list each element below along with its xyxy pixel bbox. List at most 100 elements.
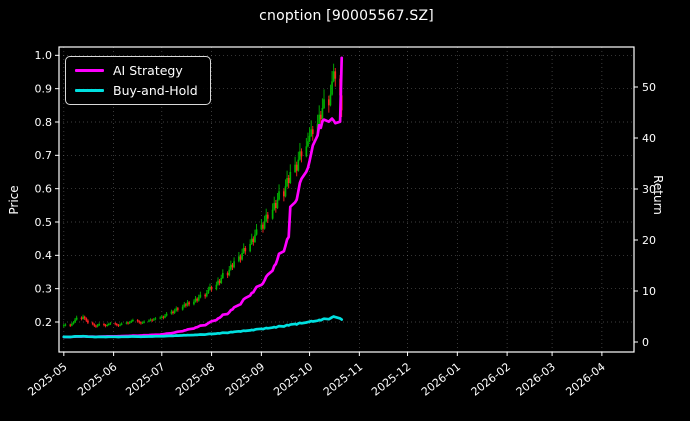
candle-body: [220, 278, 223, 283]
candle-body: [185, 304, 187, 306]
x-tick-label: 2026-03: [514, 360, 558, 399]
candle-body: [127, 322, 129, 324]
candle-body: [210, 287, 213, 290]
candle-body: [196, 298, 198, 301]
candle-body: [262, 224, 264, 229]
candle-body: [218, 280, 221, 283]
candle-body: [194, 298, 197, 302]
candle-body: [197, 297, 200, 301]
x-tick-label: 2026-01: [419, 360, 463, 399]
candle-body: [152, 319, 155, 321]
candle-body: [250, 238, 253, 244]
candle-body: [140, 322, 142, 324]
candle-body: [254, 234, 256, 242]
candle-body: [104, 325, 107, 326]
candle-body: [284, 186, 287, 197]
candle-body: [199, 294, 202, 298]
candle-body: [106, 325, 109, 326]
candle-body: [287, 178, 290, 183]
legend-item-buy-and-hold: Buy-and-Hold: [75, 84, 198, 97]
candle-body: [83, 316, 86, 319]
candle-body: [244, 248, 247, 252]
candle-body: [283, 191, 285, 197]
candle-body: [228, 269, 231, 276]
candle-body: [154, 318, 157, 320]
y-tick-label-left: 0.5: [35, 216, 53, 229]
y-tick-label-left: 0.9: [35, 82, 53, 95]
candle-body: [238, 256, 240, 262]
y-tick-label-left: 0.4: [35, 249, 53, 262]
candle-body: [96, 325, 99, 327]
candle-body: [207, 289, 210, 293]
candle-body: [103, 324, 105, 325]
x-tick-label: 2025-10: [271, 360, 315, 399]
candle-body: [294, 164, 296, 172]
candle-body: [327, 99, 330, 106]
plot-border: [58, 46, 635, 353]
x-tick-label: 2025-07: [123, 360, 167, 399]
x-tick-label: 2026-02: [469, 360, 513, 399]
ai-strategy-line-swatch: [75, 68, 104, 73]
y-tick-label-left: 0.7: [35, 149, 53, 162]
candle-body: [175, 308, 178, 311]
candle-body: [297, 159, 300, 171]
candle-body: [305, 146, 308, 157]
candle-body: [82, 316, 84, 319]
candle-body: [231, 264, 234, 268]
candle-body: [173, 310, 176, 313]
candle-body: [215, 284, 218, 290]
candle-body: [319, 114, 322, 120]
candle-body: [164, 315, 166, 318]
candle-body: [107, 324, 110, 325]
candle-body: [148, 320, 150, 322]
candle-body: [151, 319, 154, 321]
candle-body: [69, 324, 72, 326]
legend-item-ai-strategy: AI Strategy: [75, 64, 198, 77]
candle-body: [300, 151, 303, 157]
x-tick-label: 2025-05: [25, 360, 69, 399]
candle-body: [183, 304, 186, 307]
candle-body: [265, 214, 268, 222]
candle-body: [252, 238, 255, 242]
y-tick-label-right: 50: [642, 81, 656, 94]
candle-body: [334, 71, 337, 79]
candle-body: [128, 322, 131, 324]
candle-body: [193, 301, 195, 305]
candle-body: [85, 318, 88, 321]
candle-body: [170, 311, 173, 314]
candle-body: [242, 248, 245, 253]
candle-body: [204, 294, 207, 297]
y-tick-label-left: 0.6: [35, 182, 53, 195]
candle-body: [310, 129, 313, 136]
candle-body: [109, 323, 112, 325]
candle-body: [159, 317, 162, 319]
candle-body: [62, 325, 65, 327]
candle-body: [114, 323, 117, 325]
x-tick-label: 2025-11: [321, 360, 365, 399]
candle-body: [91, 322, 94, 325]
x-tick-label: 2025-09: [223, 360, 267, 399]
candle-body: [70, 324, 73, 326]
candle-body: [241, 253, 243, 260]
candle-body: [329, 94, 332, 106]
candle-body: [321, 108, 324, 120]
candle-body: [93, 324, 96, 326]
y-tick-label-left: 0.8: [35, 116, 53, 129]
candle-body: [160, 316, 163, 318]
legend: AI Strategy Buy-and-Hold: [65, 56, 211, 105]
candle-body: [132, 320, 134, 321]
y-tick-label-left: 0.3: [35, 282, 53, 295]
candle-body: [136, 320, 139, 322]
candle-body: [172, 311, 174, 313]
x-tick-label: 2025-06: [75, 360, 119, 399]
candle-body: [289, 172, 292, 183]
candle-body: [209, 287, 211, 290]
candle-body: [308, 136, 311, 142]
candle-body: [266, 214, 269, 219]
candle-body: [331, 81, 333, 95]
candle-body: [125, 322, 128, 324]
candle-body: [115, 324, 118, 325]
candle-body: [239, 256, 242, 260]
